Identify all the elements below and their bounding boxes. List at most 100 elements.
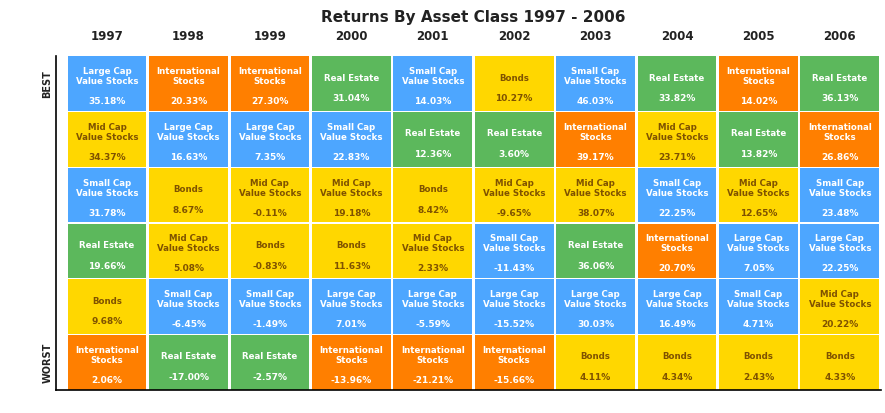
Text: 16.63%: 16.63% [170, 153, 207, 162]
Text: Small Cap
Value Stocks: Small Cap Value Stocks [320, 123, 382, 142]
Text: 1997: 1997 [90, 31, 124, 43]
Text: 30.03%: 30.03% [577, 320, 614, 329]
Text: Large Cap
Value Stocks: Large Cap Value Stocks [565, 290, 627, 309]
Text: -1.49%: -1.49% [252, 320, 288, 329]
Text: 35.18%: 35.18% [88, 97, 126, 106]
Text: Mid Cap
Value Stocks: Mid Cap Value Stocks [646, 123, 708, 142]
Text: International
Stocks: International Stocks [319, 346, 383, 365]
Text: Large Cap
Value Stocks: Large Cap Value Stocks [239, 123, 301, 142]
Text: 22.25%: 22.25% [658, 209, 696, 218]
Text: 7.01%: 7.01% [335, 320, 367, 329]
Text: Small Cap
Value Stocks: Small Cap Value Stocks [76, 178, 138, 197]
Text: International
Stocks: International Stocks [727, 67, 790, 86]
Text: 19.18%: 19.18% [333, 209, 370, 218]
Text: 19.66%: 19.66% [88, 262, 126, 271]
Text: Small Cap
Value Stocks: Small Cap Value Stocks [809, 178, 871, 197]
Text: 26.86%: 26.86% [821, 153, 858, 162]
Text: -0.83%: -0.83% [252, 262, 288, 271]
Text: -0.11%: -0.11% [252, 209, 288, 218]
Text: 4.33%: 4.33% [824, 373, 856, 382]
Text: 33.82%: 33.82% [658, 95, 696, 103]
Text: Bonds: Bonds [418, 185, 448, 194]
Text: BEST: BEST [42, 70, 52, 97]
Text: Small Cap
Value Stocks: Small Cap Value Stocks [727, 290, 789, 309]
Text: Large Cap
Value Stocks: Large Cap Value Stocks [646, 290, 708, 309]
Text: Real Estate: Real Estate [650, 74, 704, 83]
Text: 39.17%: 39.17% [577, 153, 614, 162]
Text: 14.03%: 14.03% [414, 97, 451, 106]
Text: 2.43%: 2.43% [743, 373, 774, 382]
Text: -13.96%: -13.96% [331, 376, 372, 385]
Text: Bonds: Bonds [499, 74, 529, 83]
Text: 31.78%: 31.78% [88, 209, 126, 218]
Text: 2006: 2006 [824, 31, 856, 43]
Text: Bonds: Bonds [743, 352, 773, 361]
Text: International
Stocks: International Stocks [75, 346, 139, 365]
Text: -15.52%: -15.52% [494, 320, 535, 329]
Text: Small Cap
Value Stocks: Small Cap Value Stocks [402, 67, 464, 86]
Text: 36.13%: 36.13% [821, 95, 858, 103]
Text: -11.43%: -11.43% [494, 264, 535, 273]
Text: 22.25%: 22.25% [821, 264, 858, 273]
Text: 20.33%: 20.33% [170, 97, 207, 106]
Text: Mid Cap
Value Stocks: Mid Cap Value Stocks [320, 178, 382, 197]
Text: Small Cap
Value Stocks: Small Cap Value Stocks [239, 290, 301, 309]
Text: Real Estate: Real Estate [812, 74, 867, 83]
Text: Real Estate: Real Estate [324, 74, 379, 83]
Text: Real Estate: Real Estate [405, 129, 460, 138]
Text: 23.71%: 23.71% [658, 153, 696, 162]
Text: 7.35%: 7.35% [254, 153, 286, 162]
Text: Bonds: Bonds [581, 352, 611, 361]
Text: Returns By Asset Class 1997 - 2006: Returns By Asset Class 1997 - 2006 [321, 10, 626, 25]
Text: International
Stocks: International Stocks [564, 123, 627, 142]
Text: International
Stocks: International Stocks [482, 346, 546, 365]
Text: Bonds: Bonds [92, 297, 122, 306]
Text: Large Cap
Value Stocks: Large Cap Value Stocks [727, 234, 789, 253]
Text: Mid Cap
Value Stocks: Mid Cap Value Stocks [402, 234, 464, 253]
Text: -2.57%: -2.57% [252, 373, 288, 382]
Text: 4.11%: 4.11% [580, 373, 612, 382]
Text: 20.70%: 20.70% [658, 264, 696, 273]
Text: Real Estate: Real Estate [80, 241, 135, 250]
Text: International
Stocks: International Stocks [808, 123, 872, 142]
Text: 4.71%: 4.71% [743, 320, 774, 329]
Text: -21.21%: -21.21% [412, 376, 453, 385]
Text: International
Stocks: International Stocks [157, 67, 220, 86]
Text: Bonds: Bonds [255, 241, 285, 250]
Text: 38.07%: 38.07% [577, 209, 614, 218]
Text: -15.66%: -15.66% [494, 376, 535, 385]
Text: 12.65%: 12.65% [740, 209, 777, 218]
Text: Bonds: Bonds [173, 185, 204, 194]
Text: Mid Cap
Value Stocks: Mid Cap Value Stocks [565, 178, 627, 197]
Text: International
Stocks: International Stocks [645, 234, 709, 253]
Text: Large Cap
Value Stocks: Large Cap Value Stocks [158, 123, 219, 142]
Text: International
Stocks: International Stocks [238, 67, 302, 86]
Text: Large Cap
Value Stocks: Large Cap Value Stocks [76, 67, 138, 86]
Text: -9.65%: -9.65% [496, 209, 532, 218]
Text: Bonds: Bonds [336, 241, 366, 250]
Text: 23.48%: 23.48% [821, 209, 858, 218]
Text: Mid Cap
Value Stocks: Mid Cap Value Stocks [158, 234, 219, 253]
Text: Bonds: Bonds [662, 352, 692, 361]
Text: 31.04%: 31.04% [333, 95, 370, 103]
Text: 7.05%: 7.05% [743, 264, 774, 273]
Text: Bonds: Bonds [825, 352, 855, 361]
Text: -5.59%: -5.59% [415, 320, 450, 329]
Text: 16.49%: 16.49% [658, 320, 696, 329]
Text: 1998: 1998 [172, 31, 205, 43]
Text: 2005: 2005 [743, 31, 774, 43]
Text: 36.06%: 36.06% [577, 262, 614, 271]
Text: Mid Cap
Value Stocks: Mid Cap Value Stocks [809, 290, 871, 309]
Text: 27.30%: 27.30% [251, 97, 289, 106]
Text: Small Cap
Value Stocks: Small Cap Value Stocks [483, 234, 545, 253]
Text: 2002: 2002 [498, 31, 530, 43]
Text: 13.82%: 13.82% [740, 150, 777, 159]
Text: 8.67%: 8.67% [173, 206, 204, 215]
Text: 8.42%: 8.42% [417, 206, 449, 215]
Text: Large Cap
Value Stocks: Large Cap Value Stocks [402, 290, 464, 309]
Text: Small Cap
Value Stocks: Small Cap Value Stocks [646, 178, 708, 197]
Text: 2.33%: 2.33% [417, 264, 449, 273]
Text: Real Estate: Real Estate [568, 241, 623, 250]
Text: Large Cap
Value Stocks: Large Cap Value Stocks [483, 290, 545, 309]
Text: 46.03%: 46.03% [577, 97, 614, 106]
